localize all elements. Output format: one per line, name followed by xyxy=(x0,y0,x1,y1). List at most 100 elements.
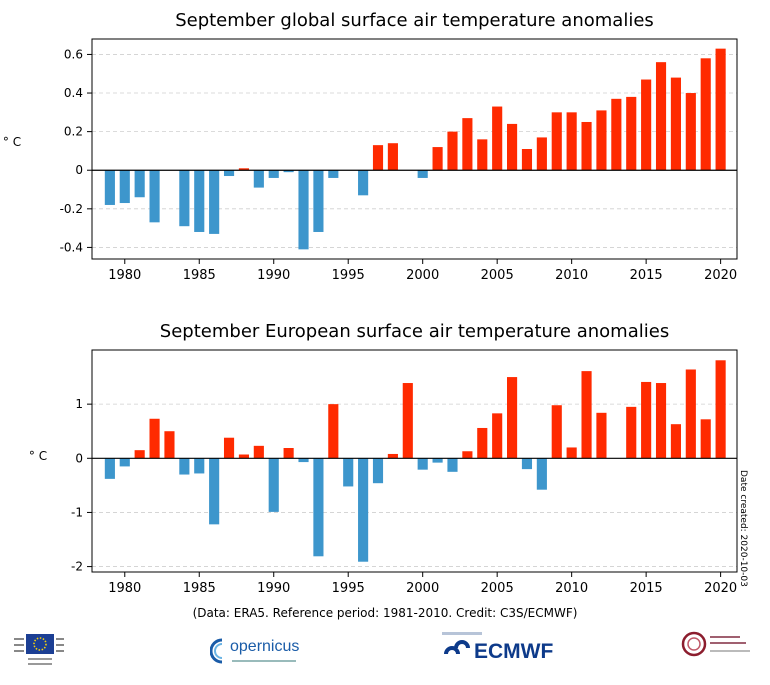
x-tick-label: 2015 xyxy=(630,268,663,283)
copernicus-swirl-icon xyxy=(209,638,296,664)
bar xyxy=(119,170,130,204)
bar xyxy=(670,77,681,171)
bar xyxy=(447,131,458,171)
chart-1: September global surface air temperature… xyxy=(3,10,738,283)
bar xyxy=(596,110,607,171)
x-tick-label: 2000 xyxy=(406,268,439,283)
bar xyxy=(626,96,637,171)
ecmwf-arrows-icon xyxy=(442,632,482,654)
y-tick-label: -0.4 xyxy=(60,240,83,254)
bar xyxy=(655,383,667,459)
bar xyxy=(372,145,384,171)
bar xyxy=(492,413,503,459)
x-tick-label: 2020 xyxy=(704,581,737,596)
y-axis-label: ° C xyxy=(3,135,21,149)
bar xyxy=(328,404,339,459)
bar xyxy=(700,419,711,459)
bar xyxy=(507,377,518,459)
bar xyxy=(283,170,294,173)
bar xyxy=(521,149,533,171)
x-tick-label: 1985 xyxy=(183,581,216,596)
bar xyxy=(685,369,696,459)
x-tick-label: 1995 xyxy=(332,268,365,283)
x-tick-label: 2005 xyxy=(481,268,514,283)
y-tick-label: -2 xyxy=(71,560,83,574)
bar xyxy=(611,98,622,171)
x-tick-label: 2005 xyxy=(481,581,514,596)
y-tick-label: -0.2 xyxy=(60,202,83,216)
bar xyxy=(402,383,413,459)
bar xyxy=(551,405,562,459)
bar xyxy=(179,170,190,227)
bar xyxy=(119,458,130,467)
bar xyxy=(641,381,652,459)
bar xyxy=(462,118,473,171)
y-tick-label: 1 xyxy=(75,397,83,411)
bar xyxy=(238,454,250,459)
c3s-logo xyxy=(680,628,756,664)
bar xyxy=(298,170,309,250)
plot-frame xyxy=(91,349,738,573)
bar xyxy=(313,170,324,232)
bar xyxy=(670,424,681,459)
bar xyxy=(387,453,398,459)
bar xyxy=(149,418,160,459)
bar xyxy=(566,112,577,171)
x-tick-label: 1990 xyxy=(257,581,290,596)
bar xyxy=(313,458,324,557)
bar xyxy=(149,170,160,223)
bar xyxy=(581,371,592,459)
bar xyxy=(477,427,488,459)
bar xyxy=(134,170,145,198)
bar xyxy=(253,445,264,459)
y-axis-label: ° C xyxy=(29,449,47,463)
bar xyxy=(268,170,279,178)
ecmwf-wordmark: ECMWF xyxy=(474,640,554,663)
y-tick-label: 0.4 xyxy=(64,86,83,100)
bar xyxy=(223,437,235,459)
y-tick-label: 0.2 xyxy=(64,125,83,139)
bar xyxy=(104,458,115,479)
bar xyxy=(566,447,577,459)
x-tick-label: 1980 xyxy=(108,268,141,283)
bar xyxy=(596,412,607,459)
bar xyxy=(194,458,205,474)
bar xyxy=(194,170,205,232)
bar xyxy=(432,147,443,171)
bar xyxy=(358,170,369,196)
bar xyxy=(417,458,428,470)
bar xyxy=(104,170,115,205)
bar xyxy=(507,123,518,171)
bar xyxy=(238,168,250,171)
bar xyxy=(417,170,428,178)
chart-2: September European surface air temperatu… xyxy=(29,321,738,596)
bar xyxy=(551,112,562,171)
x-tick-label: 2000 xyxy=(406,581,439,596)
bar xyxy=(253,170,264,188)
bar xyxy=(536,137,547,171)
bar xyxy=(209,170,220,234)
x-tick-label: 1980 xyxy=(108,581,141,596)
bar xyxy=(715,48,726,171)
bar xyxy=(641,79,652,171)
bar xyxy=(462,451,473,459)
chart-title: September global surface air temperature… xyxy=(175,10,654,31)
bar xyxy=(134,450,145,459)
bar xyxy=(477,139,488,171)
bar xyxy=(700,58,711,171)
chart-title: September European surface air temperatu… xyxy=(160,321,669,342)
y-tick-label: -1 xyxy=(71,505,83,519)
x-tick-label: 1995 xyxy=(332,581,365,596)
bar xyxy=(685,93,696,171)
bar xyxy=(358,458,369,562)
y-tick-label: 0 xyxy=(75,163,83,177)
bar xyxy=(626,406,637,459)
bar xyxy=(655,62,667,171)
bar xyxy=(179,458,190,475)
climate-change-service-icon xyxy=(681,631,750,657)
copernicus-wordmark: opernicus xyxy=(230,638,300,655)
bar xyxy=(372,458,384,484)
bar xyxy=(715,360,726,459)
bar xyxy=(492,106,503,171)
